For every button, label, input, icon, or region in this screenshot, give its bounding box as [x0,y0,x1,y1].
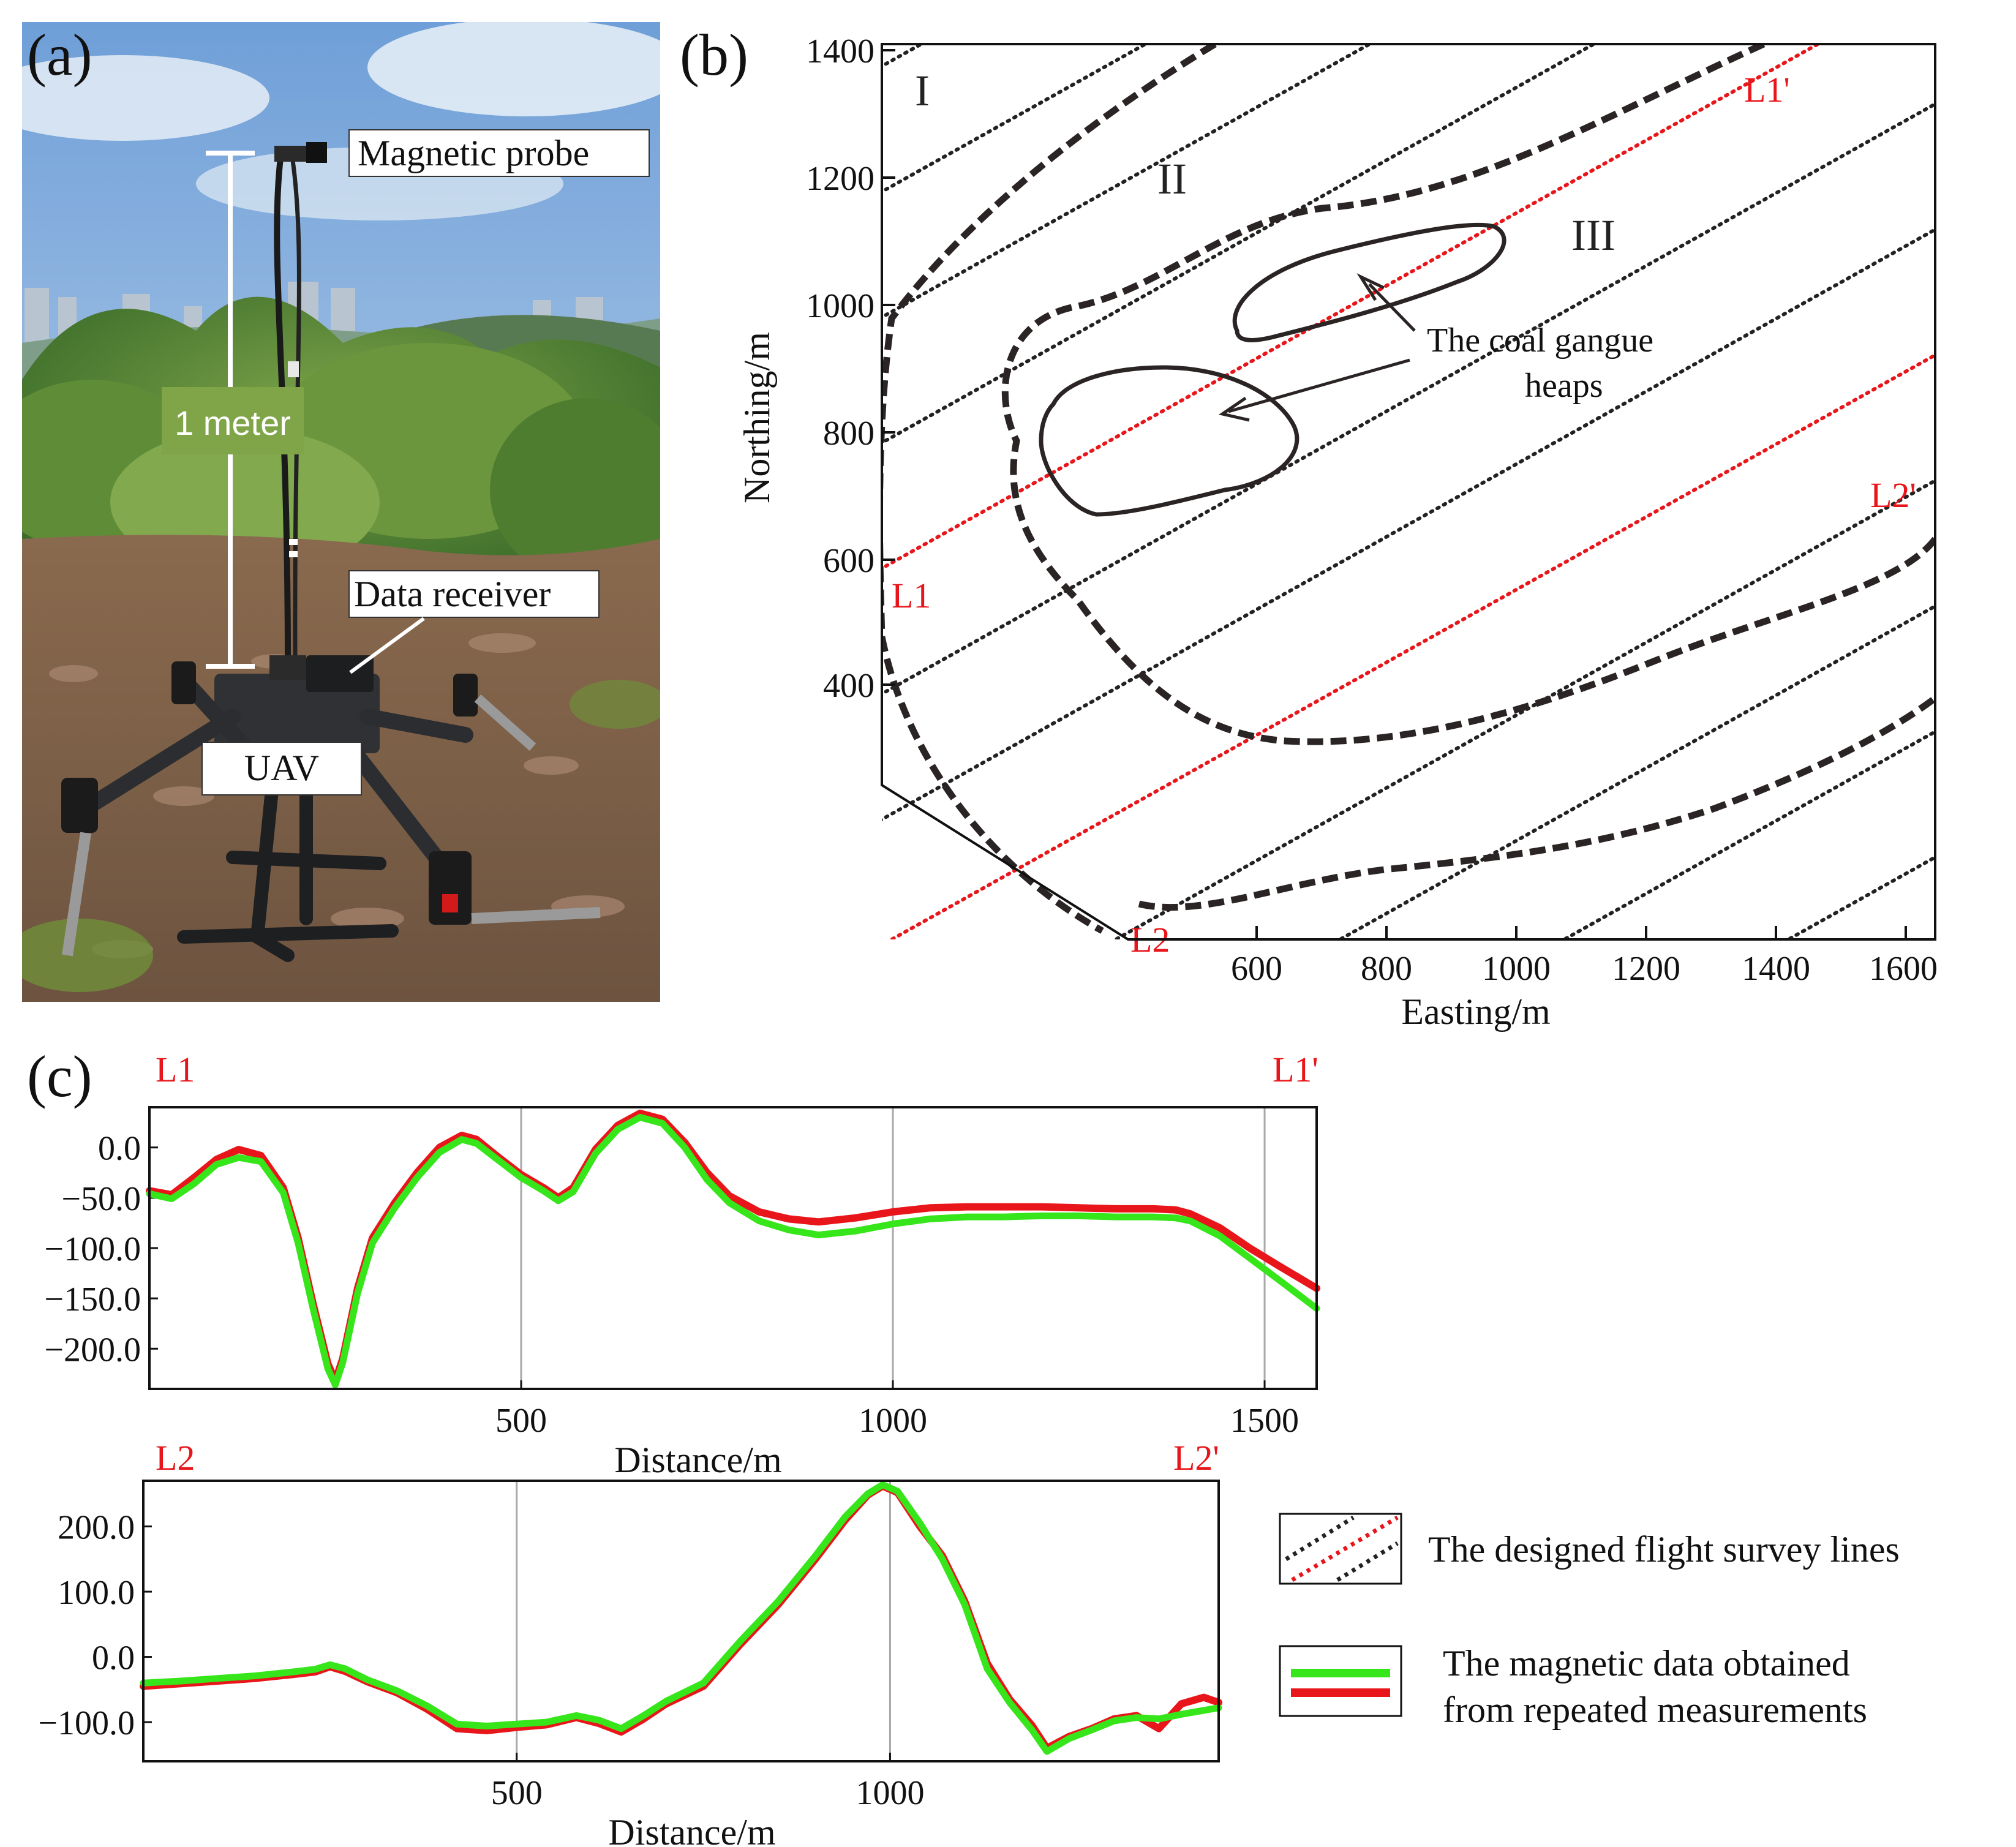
legend-survey-lines-label: The designed flight survey lines [1428,1529,1900,1570]
panel-b: (b) The coal gangue heaps I II III [680,22,1938,1032]
map-y-tick-label: 1000 [806,287,874,325]
map-y-tick-label: 400 [823,667,874,705]
profile-chart-L1: 500 1000 1500 0.0 −50.0 −100.0 −150.0 −200.0 Dis… [44,1106,1320,1480]
map-y-tick-label: 600 [823,542,874,580]
survey-line [882,102,1935,696]
survey-line [1112,478,1935,939]
gangue-heap-upper [1232,222,1506,342]
survey-line [1785,855,1935,939]
panel-b-letter: (b) [680,22,748,88]
annotation-arrows [1218,273,1416,422]
map-x-tick-label: 1000 [1482,950,1551,988]
survey-line [882,44,1374,320]
survey-line [882,44,1598,445]
panel-c-letter: (c) [27,1044,92,1109]
map-x-tick-label: 800 [1361,950,1412,988]
x-tick-label: 500 [491,1774,543,1812]
profile-2-left-label: L2 [156,1438,195,1478]
L1-prime-label: L1' [1744,70,1790,110]
profile-1-left-label: L1 [156,1050,195,1089]
survey-line [882,44,1149,194]
y-tick-label: −200.0 [44,1331,141,1369]
profile-2-right-label: L2' [1173,1438,1219,1478]
annotation-line-1: The coal gangue [1427,322,1653,359]
L1-label: L1 [892,576,931,615]
highlighted-survey-line [882,44,1822,571]
panel-a-letter: (a) [27,22,92,88]
plot-frame [148,1106,1318,1390]
uav-label: UAV [244,748,319,788]
map-x-tick-label: 1200 [1612,950,1680,988]
data-receiver-label: Data receiver [354,574,551,614]
panel-a: (a) 1 meter Magnetic probe Data receiver… [22,22,660,1002]
y-tick-label: 0.0 [98,1130,141,1168]
map-x-ticks [1255,926,1907,939]
y-tick-label: −100.0 [38,1704,135,1742]
map-x-tick-label: 1400 [1742,950,1810,988]
series-line-run2 [146,1113,1320,1388]
x-axis-label: Distance/m [614,1440,781,1480]
magnetic-probe-label: Magnetic probe [358,133,589,173]
L2-prime-label: L2' [1870,475,1916,515]
map-y-tick-label: 1400 [806,32,874,70]
plot-frame [142,1480,1220,1762]
profile-1-right-label: L1' [1273,1050,1318,1089]
one-meter-label: 1 meter [175,404,291,442]
x-tick-label: 1500 [1230,1402,1299,1440]
zone-II-label: II [1157,154,1187,203]
legend-repeat-label-1: The magnetic data obtained [1443,1643,1850,1683]
x-tick-label: 500 [495,1402,547,1440]
map-frame [881,43,1936,941]
legend-repeat-swatch [1279,1645,1402,1717]
zone-I-label: I [915,66,930,115]
y-tick-label: 0.0 [92,1639,135,1677]
legend: The designed flight survey lines The mag… [1279,1513,1900,1730]
y-tick-label: −100.0 [44,1230,141,1268]
map-x-tick-label: 1600 [1869,950,1938,988]
zone-III-label: III [1571,211,1615,260]
y-tick-label: −50.0 [61,1180,141,1218]
annotation-line-2: heaps [1525,367,1603,405]
legend-repeat-label-2: from repeated measurements [1443,1690,1867,1730]
uav-photo [22,22,660,1002]
map-x-axis-label: Easting/m [1401,991,1550,1032]
map-y-axis-label: Northing/m [737,332,777,503]
survey-line [1560,729,1935,939]
series-line-run1 [146,1109,1320,1385]
profile-chart-L2: 500 1000 200.0 100.0 0.0 −100.0 Distance/m [38,1480,1222,1847]
series-line-run2 [140,1481,1222,1755]
zone-boundaries [882,44,1935,934]
x-tick-label: 1000 [859,1402,927,1440]
map-y-tick-label: 800 [823,415,874,453]
survey-line [1336,604,1935,939]
map-x-tick-label: 600 [1231,950,1282,988]
y-tick-label: −150.0 [44,1281,141,1318]
map-y-ticks [882,49,895,686]
survey-lines [882,44,1935,939]
x-tick-label: 1000 [856,1774,924,1812]
x-axis-label: Distance/m [608,1812,775,1847]
y-tick-label: 200.0 [58,1509,135,1547]
panel-c: (c) L1 L1' L2 L2' 500 1000 1500 0.0 −50.0 −10… [27,1044,1320,1847]
map-y-tick-label: 1200 [806,160,874,198]
highlighted-survey-line [887,353,1935,939]
coal-gangue-heaps [1039,222,1506,517]
series-line-run1 [140,1482,1222,1752]
gangue-heap-lower [1039,365,1299,517]
survey-line [882,227,1935,822]
y-tick-label: 100.0 [58,1574,135,1612]
scale-bar-label-bg [162,387,304,454]
